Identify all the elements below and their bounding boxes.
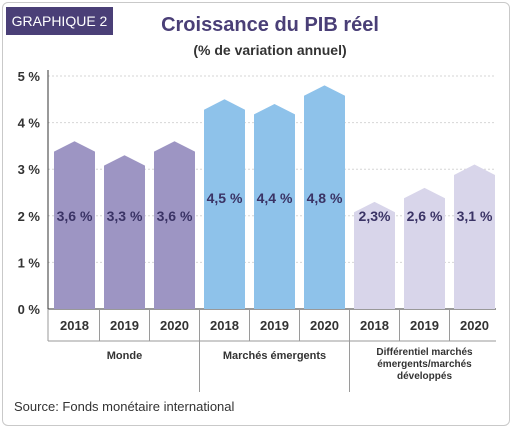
x-tick-label: 2018 — [60, 318, 89, 333]
x-tick-label: 2020 — [310, 318, 339, 333]
y-tick-label: 5 % — [18, 69, 41, 84]
x-tick-label: 2019 — [110, 318, 139, 333]
data-label: 3,6 % — [57, 208, 93, 224]
chart-number-tag: GRAPHIQUE 2 — [6, 7, 113, 35]
data-label: 4,8 % — [307, 190, 343, 206]
bar — [354, 201, 395, 309]
x-tick-label: 2020 — [160, 318, 189, 333]
x-tick-label: 2019 — [410, 318, 439, 333]
bar — [404, 187, 445, 309]
bar — [454, 164, 495, 309]
chart-subtitle: (% de variation annuel) — [193, 42, 347, 58]
data-label: 2,6 % — [407, 208, 443, 224]
data-label: 3,3 % — [107, 208, 143, 224]
data-label: 4,4 % — [257, 190, 293, 206]
data-label: 2,3% — [359, 208, 391, 224]
bar — [104, 155, 145, 309]
group-label: développés — [397, 371, 452, 382]
data-label: 4,5 % — [207, 190, 243, 206]
source-note: Source: Fonds monétaire international — [14, 399, 235, 414]
bar — [204, 99, 245, 309]
bar — [254, 103, 295, 310]
y-tick-label: 0 % — [18, 302, 41, 317]
bar — [54, 141, 95, 309]
group-label: Monde — [107, 350, 142, 362]
bar — [154, 141, 195, 309]
group-label: émergents/marchés — [377, 359, 472, 370]
group-label: Marchés émergents — [223, 350, 326, 362]
data-label: 3,1 % — [457, 208, 493, 224]
data-label: 3,6 % — [157, 208, 193, 224]
x-tick-label: 2018 — [210, 318, 239, 333]
x-tick-label: 2018 — [360, 318, 389, 333]
x-tick-label: 2019 — [260, 318, 289, 333]
chart-title: Croissance du PIB réel — [161, 14, 379, 36]
y-tick-label: 3 % — [18, 162, 41, 177]
y-tick-label: 2 % — [18, 209, 41, 224]
group-label: Différentiel marchés — [376, 347, 473, 358]
bar — [304, 85, 345, 309]
x-tick-label: 2020 — [460, 318, 489, 333]
y-tick-label: 1 % — [18, 255, 41, 270]
y-tick-label: 4 % — [18, 116, 41, 131]
